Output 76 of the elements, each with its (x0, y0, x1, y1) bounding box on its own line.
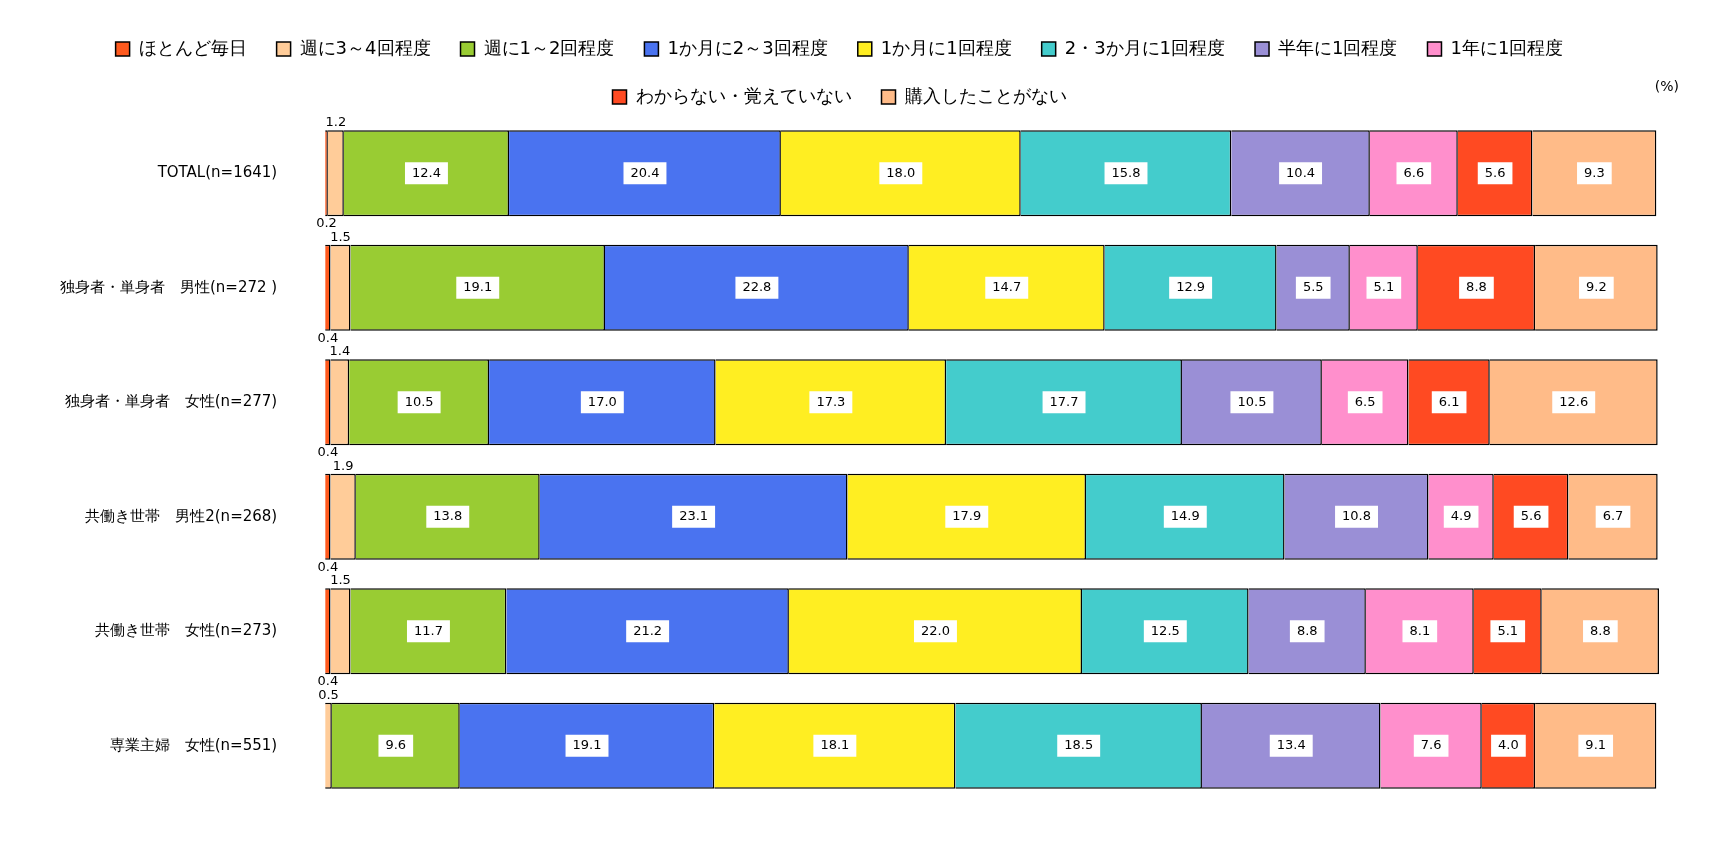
data-label: 19.1 (463, 279, 493, 295)
y-tick-label: 独身者・単身者 女性(n=277) (64, 392, 278, 411)
data-label: 5.6 (1520, 508, 1542, 524)
data-label: 0.4 (317, 444, 339, 460)
data-label: 9.6 (385, 737, 407, 753)
data-label: 10.5 (1237, 393, 1267, 409)
legend-label: 1か月に1回程度 (880, 36, 1012, 58)
data-label: 5.1 (1497, 622, 1519, 638)
data-label: 21.2 (633, 622, 663, 638)
data-label: 22.8 (742, 279, 772, 295)
y-tick-label: 共働き世帯 女性(n=273) (94, 621, 278, 640)
data-label: 17.3 (816, 393, 846, 409)
data-label: 0.4 (317, 329, 339, 345)
data-label: 11.7 (413, 622, 443, 638)
data-label: 1.2 (325, 114, 347, 130)
data-label: 0.4 (317, 558, 339, 574)
data-label: 17.7 (1049, 393, 1079, 409)
data-label: 18.1 (820, 737, 850, 753)
data-label: 12.4 (411, 164, 441, 180)
data-label: 8.8 (1590, 622, 1611, 638)
legend-label: 週に3～4回程度 (299, 36, 431, 58)
data-label: 7.6 (1420, 737, 1442, 753)
data-label: 12.6 (1559, 393, 1589, 409)
data-label: 1.5 (330, 572, 351, 588)
data-label: 4.0 (1498, 737, 1519, 753)
data-label: 9.3 (1584, 164, 1605, 180)
data-label: 14.9 (1170, 508, 1200, 524)
legend-label: 1か月に2～3回程度 (667, 36, 828, 58)
legend-label: 購入したことがない (904, 84, 1067, 106)
data-label: 9.2 (1586, 279, 1607, 295)
data-label: 6.6 (1403, 164, 1425, 180)
data-label: 14.7 (992, 279, 1022, 295)
y-tick-label: 専業主婦 女性(n=551) (109, 735, 278, 754)
data-label: 0.5 (318, 686, 339, 702)
data-label: 17.9 (952, 508, 982, 524)
data-label: 18.0 (886, 164, 916, 180)
data-label: 0.2 (316, 215, 337, 231)
y-tick-label: 独身者・単身者 男性(n=272 ) (59, 277, 278, 296)
data-label: 1.4 (329, 343, 351, 359)
data-label: 8.8 (1296, 622, 1318, 638)
legend-label: 2・3か月に1回程度 (1064, 36, 1226, 58)
legend-label: わからない・覚えていない (635, 84, 852, 106)
data-label: 22.0 (920, 622, 950, 638)
data-label: 23.1 (679, 508, 709, 524)
data-label: 9.1 (1585, 737, 1607, 753)
data-label: 6.1 (1438, 393, 1460, 409)
data-label: 6.5 (1354, 393, 1376, 409)
data-label: 0.4 (317, 673, 339, 689)
legend-label: 半年に1回程度 (1278, 36, 1398, 58)
data-label: 5.5 (1302, 279, 1324, 295)
text: (%) (1654, 78, 1679, 94)
data-label: 10.8 (1342, 508, 1371, 524)
data-label: 1.9 (332, 457, 354, 473)
data-label: 20.4 (630, 164, 660, 180)
data-label: 13.4 (1276, 737, 1306, 753)
data-label: 1.5 (330, 228, 351, 244)
legend-label: 1年に1回程度 (1450, 36, 1564, 58)
data-label: 10.4 (1286, 164, 1316, 180)
data-label: 5.6 (1484, 164, 1506, 180)
data-label: 19.1 (572, 737, 602, 753)
data-label: 13.8 (433, 508, 463, 524)
data-label: 6.7 (1602, 508, 1624, 524)
legend-label: 週に1～2回程度 (483, 36, 615, 58)
y-tick-label: TOTAL(n=1641) (156, 163, 278, 182)
data-label: 12.5 (1150, 622, 1180, 638)
data-label: 17.0 (587, 393, 617, 409)
data-label: 10.5 (404, 393, 434, 409)
data-label: 8.1 (1409, 622, 1431, 638)
data-label: 8.8 (1466, 279, 1487, 295)
y-tick-label: 共働き世帯 男性2(n=268) (85, 506, 278, 525)
data-label: 18.5 (1064, 737, 1094, 753)
legend-label: ほとんど毎日 (138, 36, 247, 58)
data-label: 12.9 (1176, 279, 1206, 295)
data-label: 15.8 (1111, 164, 1141, 180)
data-label: 4.9 (1450, 508, 1472, 524)
data-label: 5.1 (1373, 279, 1395, 295)
